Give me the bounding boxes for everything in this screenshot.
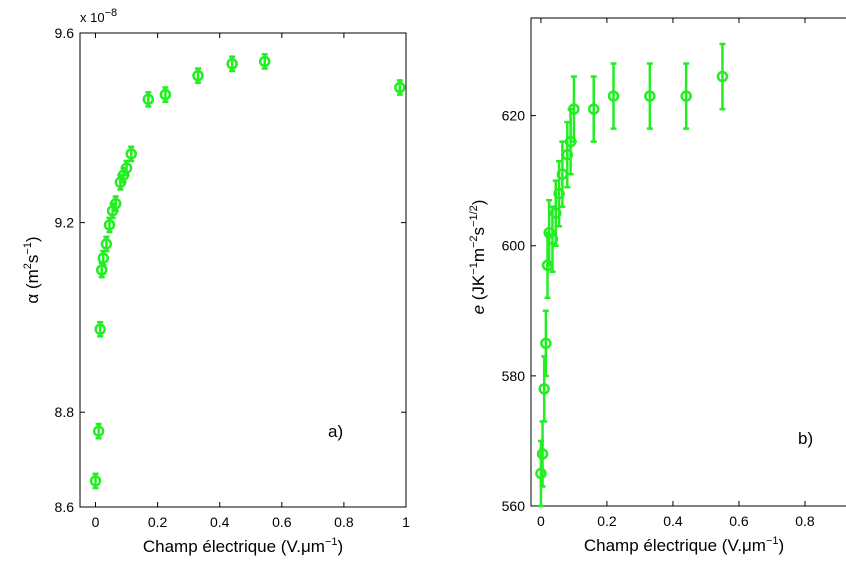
panel-b-y-tick-label: 560 [502,498,526,514]
panel-a-marker [109,197,122,210]
panel-a-y-tick-label: 8.8 [55,404,75,420]
panel-a-label: a) [328,422,343,441]
panel-b-marker [716,70,729,83]
panel-a-data-point [394,79,406,96]
panel-a-x-tick-label: 0 [92,514,100,530]
panel-a-y-tick-label: 9.2 [55,215,75,231]
panel-b-x-tick-label: 0.2 [597,513,617,529]
panel-a-marker [89,475,102,487]
panel-a-marker [142,93,155,106]
panel-b-marker [535,467,547,480]
panel-a-y-axis-label: α (m2s−1) [22,236,42,303]
panel-a-y-tick-label: 9.6 [55,25,75,41]
panel-a-data-point [159,86,172,103]
panel-b-data-point [644,62,656,130]
panel-a-chart: 0 0.2 0.4 0.6 0.8 1 8.6 8.8 9.2 9.6 a) x 10−8 Cha… [22,7,410,556]
panel-a-marker [94,323,106,335]
panel-a-x-tick-label: 0.4 [210,514,230,530]
panel-a-data-point [258,53,271,70]
panel-b-y-axis-label: e (JK−1m−2s−1/2) [468,200,488,315]
panel-b-marker [538,383,550,395]
panel-b-marker [607,90,620,102]
panel-a-data-point [109,195,122,212]
panel-a-marker [120,162,133,174]
panel-a-multiplier: x 10−8 [80,7,117,25]
panel-a-x-tick-label: 0.6 [272,514,292,530]
panel-a-data-point [125,145,137,163]
panel-b-data-points [535,42,729,508]
panel-b-x-tick-label: 0 [537,513,545,529]
panel-b-y-tick-label: 580 [502,368,526,384]
panel-b-ticks: 00.20.40.60.81560580600620 [502,18,815,529]
panel-b-data-point [540,309,552,378]
panel-b-x-tick-label: 0.4 [663,513,683,529]
panel-b-data-point [561,120,574,189]
panel-a-data-points [89,53,406,490]
panel-a-ticks: 0 0.2 0.4 0.6 0.8 1 8.6 8.8 9.2 9.6 [55,25,411,530]
panel-a-marker [97,252,110,264]
panel-b-marker [536,448,549,460]
panel-b-y-tick-label: 620 [502,108,526,124]
panel-a-data-point [89,472,102,490]
panel-a-marker [226,58,238,70]
panel-a-marker [394,81,406,94]
panel-a-x-tick-label: 1 [402,514,410,530]
panel-a-data-point [92,422,105,440]
panel-b-label: b) [798,429,813,448]
panel-a-data-point [103,216,116,234]
panel-b-x-tick-label: 0.8 [795,513,815,529]
panel-b-x-axis-label: Champ électrique (V.μm−1) [584,535,784,555]
panel-b-x-tick-label: 0.6 [729,513,749,529]
panel-b-axes-box [530,17,846,507]
panel-a-data-point [142,91,155,108]
panel-a-axes-box [79,32,407,508]
panel-a-marker [125,148,137,160]
panel-b-data-point [716,42,729,111]
panel-a-data-point [94,320,106,338]
panel-a-x-tick-label: 0.2 [148,514,168,530]
panel-b-marker [568,103,580,115]
panel-a-data-point [100,235,113,253]
panel-a-marker [159,88,172,101]
panel-a-data-point [192,67,204,85]
panel-a-marker [192,69,204,82]
panel-a-marker [92,425,105,437]
panel-b-marker [644,90,656,102]
panel-a-x-tick-label: 0.8 [334,514,354,530]
panel-b-data-point [568,75,580,143]
panel-a-data-point [226,55,238,73]
panel-a-marker [258,55,271,68]
panel-a-marker [103,219,116,231]
panel-b-y-tick-label: 600 [502,238,526,254]
panel-b-marker [587,103,600,115]
panel-b-chart: 00.20.40.60.81560580600620 b) Champ élec… [468,17,846,555]
panel-b-data-point [587,75,600,143]
panel-b-data-point [680,62,692,130]
panel-b-data-point [538,355,550,423]
panel-a-y-tick-label: 8.6 [55,499,75,515]
panel-a-x-axis-label: Champ électrique (V.μm−1) [143,536,343,556]
panel-b-marker [680,90,692,102]
panel-a-marker [100,238,113,250]
panel-b-marker [540,337,552,350]
panel-a-data-point [120,159,133,177]
panel-b-data-point [607,62,620,130]
